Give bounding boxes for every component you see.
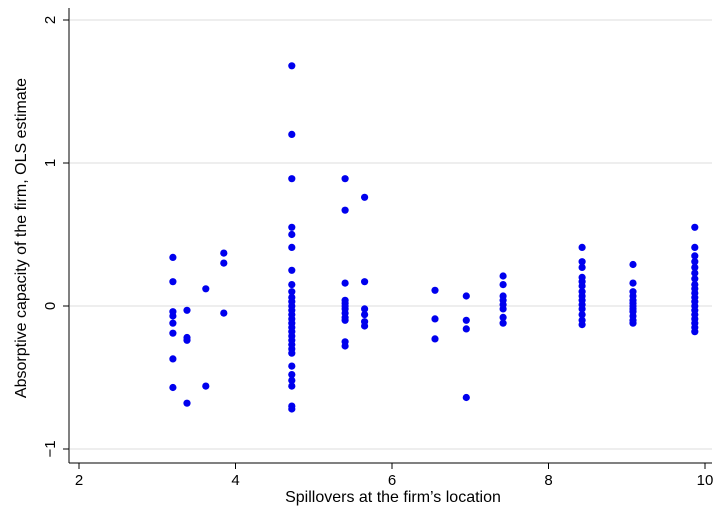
data-point	[169, 253, 177, 261]
data-point	[183, 306, 191, 314]
data-point	[691, 223, 699, 231]
data-point	[691, 269, 699, 277]
data-point	[499, 281, 507, 289]
data-point	[288, 223, 296, 231]
data-point	[462, 292, 470, 300]
data-point	[288, 288, 296, 296]
data-point	[288, 175, 296, 183]
x-tick-label: 8	[544, 472, 552, 489]
data-point	[499, 272, 507, 280]
data-point	[361, 311, 369, 319]
data-point	[288, 62, 296, 70]
data-point	[691, 258, 699, 266]
data-point	[462, 393, 470, 402]
data-point	[462, 316, 470, 324]
data-point	[578, 311, 586, 319]
data-point	[220, 309, 228, 317]
data-point	[202, 382, 210, 390]
data-point	[499, 319, 507, 327]
data-point	[341, 316, 349, 324]
data-point	[361, 305, 369, 313]
data-point	[578, 282, 586, 290]
data-point	[629, 319, 637, 327]
x-tick-label: 6	[388, 472, 396, 489]
y-tick-label: 0	[42, 302, 59, 310]
data-point	[288, 230, 296, 239]
data-point	[183, 399, 191, 407]
data-point	[288, 362, 296, 370]
data-point	[691, 243, 699, 251]
data-point	[169, 312, 177, 320]
data-point	[341, 279, 349, 287]
data-point	[361, 278, 369, 286]
data-point	[462, 325, 470, 333]
data-point	[691, 328, 699, 336]
y-axis-title: Absorptive capacity of the firm, OLS est…	[13, 78, 30, 398]
data-point	[288, 281, 296, 289]
data-point	[169, 355, 177, 363]
data-point	[578, 243, 586, 251]
y-tick-label: −1	[42, 440, 59, 457]
y-tick-label: 2	[42, 16, 59, 24]
data-point	[202, 285, 210, 293]
data-point	[578, 321, 586, 329]
data-point	[629, 260, 637, 269]
x-axis-title: Spillovers at the firm’s location	[285, 489, 501, 506]
data-point	[288, 405, 296, 413]
data-point	[431, 286, 439, 294]
x-tick-label: 4	[231, 472, 239, 489]
data-point	[431, 335, 439, 343]
data-point	[629, 279, 637, 287]
data-point	[341, 342, 349, 350]
y-tick-label: 1	[42, 159, 59, 167]
data-point	[288, 371, 296, 379]
data-point	[220, 259, 228, 267]
data-point	[691, 263, 699, 271]
data-point	[578, 258, 586, 266]
data-point	[691, 252, 699, 260]
data-point	[341, 175, 349, 183]
axes	[68, 8, 712, 464]
data-point	[288, 382, 296, 390]
data-point	[169, 383, 177, 392]
grid-lines	[70, 19, 712, 450]
x-tick-label: 2	[75, 472, 83, 489]
data-point	[499, 305, 507, 313]
data-point	[691, 275, 699, 283]
data-point	[288, 349, 296, 357]
data-point	[169, 329, 177, 337]
data-point	[288, 266, 296, 274]
data-point	[220, 249, 228, 257]
data-point	[341, 206, 349, 214]
data-point	[169, 278, 177, 286]
data-point	[183, 336, 191, 344]
ticks: −1 0 1 2 2 4 6 8 10	[42, 16, 713, 489]
data-point	[431, 315, 439, 323]
x-tick-label: 10	[697, 472, 714, 489]
data-point	[361, 193, 369, 201]
data-points	[169, 62, 699, 413]
data-point	[288, 243, 296, 251]
data-point	[361, 322, 369, 330]
data-point	[578, 263, 586, 271]
data-point	[578, 305, 586, 313]
data-point	[288, 130, 296, 138]
data-point	[288, 376, 296, 384]
data-point	[169, 319, 177, 327]
data-point	[499, 313, 507, 321]
